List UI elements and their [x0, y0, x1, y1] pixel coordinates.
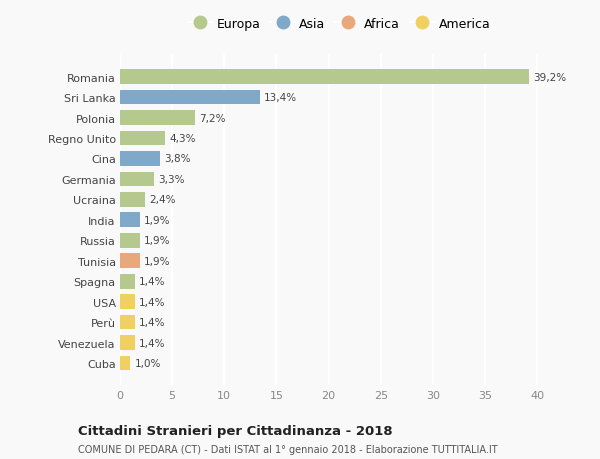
Bar [120, 274, 134, 289]
Text: 7,2%: 7,2% [199, 113, 226, 123]
Text: 1,4%: 1,4% [139, 317, 165, 327]
Text: 1,0%: 1,0% [134, 358, 161, 368]
Bar [120, 254, 140, 269]
Text: 1,9%: 1,9% [144, 236, 170, 246]
Bar [120, 233, 140, 248]
Bar [120, 70, 529, 85]
Bar [120, 90, 260, 105]
Text: 2,4%: 2,4% [149, 195, 176, 205]
Bar [120, 315, 134, 330]
Text: 1,4%: 1,4% [139, 297, 165, 307]
Bar [120, 213, 140, 228]
Text: 39,2%: 39,2% [533, 73, 566, 83]
Text: 1,9%: 1,9% [144, 256, 170, 266]
Bar [120, 356, 130, 370]
Bar [120, 152, 160, 167]
Bar [120, 172, 154, 187]
Text: 4,3%: 4,3% [169, 134, 196, 144]
Text: 1,4%: 1,4% [139, 277, 165, 286]
Text: 3,8%: 3,8% [164, 154, 190, 164]
Text: 1,9%: 1,9% [144, 215, 170, 225]
Bar [120, 295, 134, 309]
Text: 13,4%: 13,4% [264, 93, 297, 103]
Text: COMUNE DI PEDARA (CT) - Dati ISTAT al 1° gennaio 2018 - Elaborazione TUTTITALIA.: COMUNE DI PEDARA (CT) - Dati ISTAT al 1°… [78, 444, 497, 454]
Bar [120, 193, 145, 207]
Bar [120, 336, 134, 350]
Text: 1,4%: 1,4% [139, 338, 165, 348]
Legend: Europa, Asia, Africa, America: Europa, Asia, Africa, America [185, 15, 493, 33]
Text: 3,3%: 3,3% [158, 174, 185, 185]
Bar [120, 131, 165, 146]
Text: Cittadini Stranieri per Cittadinanza - 2018: Cittadini Stranieri per Cittadinanza - 2… [78, 425, 392, 437]
Bar [120, 111, 195, 126]
